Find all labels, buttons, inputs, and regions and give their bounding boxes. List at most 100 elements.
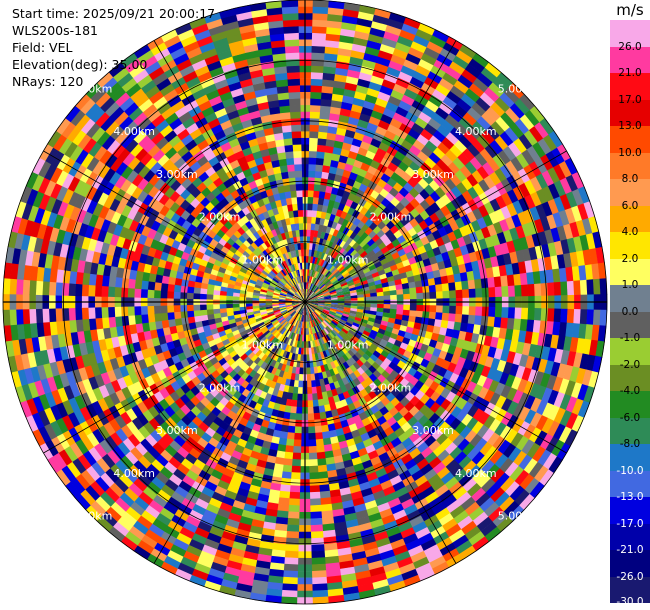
velocity-bin: [480, 521, 498, 538]
velocity-bin: [185, 469, 199, 482]
velocity-bin: [407, 545, 424, 558]
velocity-bin: [128, 278, 136, 289]
velocity-bin: [426, 345, 436, 356]
velocity-bin: [330, 353, 337, 362]
velocity-bin: [325, 270, 331, 278]
velocity-bin: [335, 272, 342, 279]
velocity-bin: [319, 274, 326, 282]
velocity-bin: [382, 485, 396, 497]
velocity-bin: [468, 306, 476, 316]
velocity-bin: [245, 383, 254, 392]
velocity-bin: [166, 428, 179, 441]
velocity-bin: [474, 437, 488, 452]
velocity-bin: [466, 381, 478, 394]
velocity-bin: [347, 150, 359, 160]
velocity-bin: [410, 333, 419, 342]
velocity-bin: [314, 243, 319, 251]
velocity-bin: [402, 288, 410, 295]
velocity-bin: [543, 134, 558, 152]
velocity-bin: [324, 450, 334, 459]
velocity-bin: [415, 310, 424, 318]
velocity-bin: [305, 302, 307, 309]
velocity-bin: [523, 208, 535, 224]
velocity-bin: [107, 285, 116, 297]
velocity-bin: [471, 469, 487, 484]
velocity-bin: [291, 465, 301, 473]
velocity-bin: [336, 308, 344, 312]
velocity-bin: [489, 392, 501, 407]
velocity-bin: [331, 320, 338, 327]
velocity-bin: [294, 320, 299, 327]
velocity-bin: [332, 180, 341, 189]
velocity-bin: [310, 276, 314, 284]
velocity-bin: [284, 322, 291, 330]
velocity-bin: [350, 308, 358, 312]
velocity-bin: [426, 249, 436, 259]
velocity-bin: [364, 226, 374, 236]
velocity-bin: [382, 107, 397, 119]
velocity-bin: [546, 374, 558, 391]
velocity-bin: [374, 335, 383, 344]
velocity-bin: [308, 446, 317, 454]
velocity-bin: [163, 405, 176, 418]
velocity-bin: [413, 182, 425, 194]
velocity-bin: [272, 374, 279, 383]
velocity-bin: [9, 308, 17, 326]
velocity-bin: [319, 351, 325, 359]
velocity-bin: [483, 257, 493, 269]
velocity-bin: [376, 307, 384, 313]
velocity-bin: [376, 415, 387, 426]
velocity-bin: [131, 416, 144, 431]
velocity-bin: [341, 142, 353, 152]
velocity-bin: [362, 493, 376, 504]
velocity-bin: [156, 536, 174, 551]
velocity-bin: [479, 148, 494, 163]
velocity-bin: [173, 284, 182, 293]
velocity-bin: [455, 306, 463, 315]
velocity-bin: [399, 325, 408, 333]
velocity-bin: [442, 548, 460, 563]
velocity-bin: [359, 239, 368, 248]
velocity-bin: [419, 463, 434, 476]
velocity-bin: [376, 202, 387, 213]
velocity-bin: [330, 306, 338, 310]
velocity-bin: [315, 217, 321, 225]
velocity-bin: [438, 421, 450, 434]
velocity-bin: [249, 344, 258, 352]
velocity-bin: [225, 518, 240, 529]
velocity-bin: [207, 474, 221, 486]
velocity-bin: [156, 489, 172, 503]
velocity-bin: [249, 525, 264, 535]
velocity-bin: [184, 452, 198, 465]
velocity-bin: [317, 398, 325, 407]
velocity-bin: [260, 354, 268, 362]
velocity-bin: [309, 485, 320, 493]
velocity-bin: [335, 313, 343, 318]
velocity-bin: [362, 267, 371, 274]
velocity-bin: [565, 266, 574, 283]
velocity-bin: [333, 215, 341, 224]
velocity-bin: [276, 503, 289, 512]
velocity-bin: [484, 526, 502, 543]
velocity-bin: [337, 322, 345, 329]
velocity-bin: [412, 139, 426, 152]
velocity-bin: [440, 119, 455, 133]
velocity-bin: [318, 258, 323, 266]
velocity-bin: [434, 395, 446, 407]
velocity-bin: [282, 350, 288, 358]
velocity-bin: [522, 424, 536, 440]
velocity-bin: [186, 420, 199, 432]
velocity-bin: [307, 289, 311, 296]
velocity-bin: [334, 284, 342, 290]
velocity-bin: [276, 315, 284, 321]
velocity-bin: [237, 339, 246, 347]
velocity-bin: [342, 326, 350, 332]
velocity-bin: [526, 145, 541, 162]
velocity-bin: [306, 288, 309, 296]
velocity-bin: [429, 401, 441, 414]
velocity-bin: [372, 153, 384, 164]
velocity-bin: [167, 519, 183, 533]
velocity-bin: [215, 426, 227, 437]
velocity-bin: [459, 425, 472, 440]
velocity-bin: [336, 273, 344, 280]
